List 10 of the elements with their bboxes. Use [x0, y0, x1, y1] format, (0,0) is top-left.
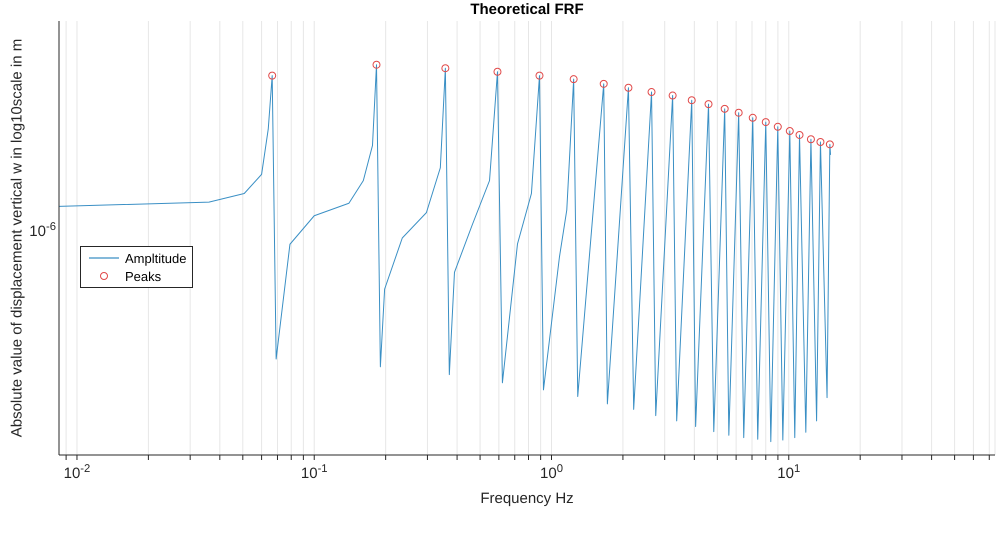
legend-label: Peaks	[125, 268, 162, 284]
y-axis-title: Absolute value of displacement vertical w in log10scale in m	[8, 38, 26, 438]
text: 10$^{-6}$	[29, 221, 56, 240]
legend-label: Ampltitude	[125, 250, 186, 266]
x-tick-label: 10$^{1}$	[777, 463, 800, 482]
chart-title: Theoretical FRF	[469, 1, 585, 18]
x-tick-label: 10$^{-2}$	[64, 463, 90, 482]
x-tick-label: 10$^{-1}$	[300, 463, 328, 482]
x-tick-label: 10$^{0}$	[540, 463, 563, 482]
x-axis-title: Frequency Hz	[480, 490, 574, 507]
